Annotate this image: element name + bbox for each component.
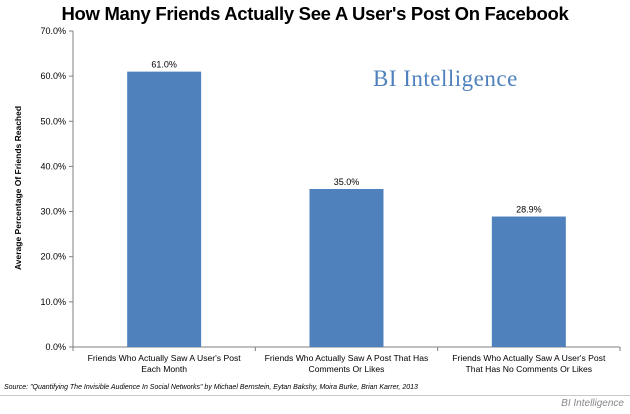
bar — [127, 71, 202, 347]
y-tick-label: 40.0% — [40, 161, 66, 171]
y-axis-title: Average Percentage Of Friends Reached — [13, 105, 23, 271]
x-category-label: Friends Who Actually Saw A User's Post E… — [87, 353, 241, 374]
bars — [127, 71, 566, 347]
x-category-label: Friends Who Actually Saw A User's Post T… — [452, 353, 606, 374]
footer-divider — [0, 395, 630, 396]
bar — [309, 189, 384, 347]
y-tick-label: 50.0% — [40, 116, 66, 126]
bar-value-label: 61.0% — [151, 60, 177, 70]
watermark-rest: Intelligence — [403, 66, 518, 91]
bar — [491, 216, 566, 347]
y-tick-label: 30.0% — [40, 207, 66, 217]
data-labels: 61.0% 35.0% 28.9% — [151, 60, 541, 215]
credit-label: BI Intelligence — [561, 398, 624, 409]
y-tick-label: 70.0% — [40, 26, 66, 36]
bar-value-label: 35.0% — [334, 177, 360, 187]
watermark-first: BI — [373, 66, 397, 91]
y-tick-label: 0.0% — [45, 342, 66, 352]
source-note: Source: "Quantifying The Invisible Audie… — [4, 384, 418, 391]
x-category-label: Friends Who Actually Saw A Post That Has… — [264, 353, 429, 374]
y-tick-label: 60.0% — [40, 71, 66, 81]
y-tick-label: 10.0% — [40, 297, 66, 307]
bar-value-label: 28.9% — [516, 205, 542, 215]
chart-title: How Many Friends Actually See A User's P… — [61, 3, 569, 24]
y-tick-label: 20.0% — [40, 252, 66, 262]
bi-intelligence-watermark: BI Intelligence — [373, 66, 518, 92]
